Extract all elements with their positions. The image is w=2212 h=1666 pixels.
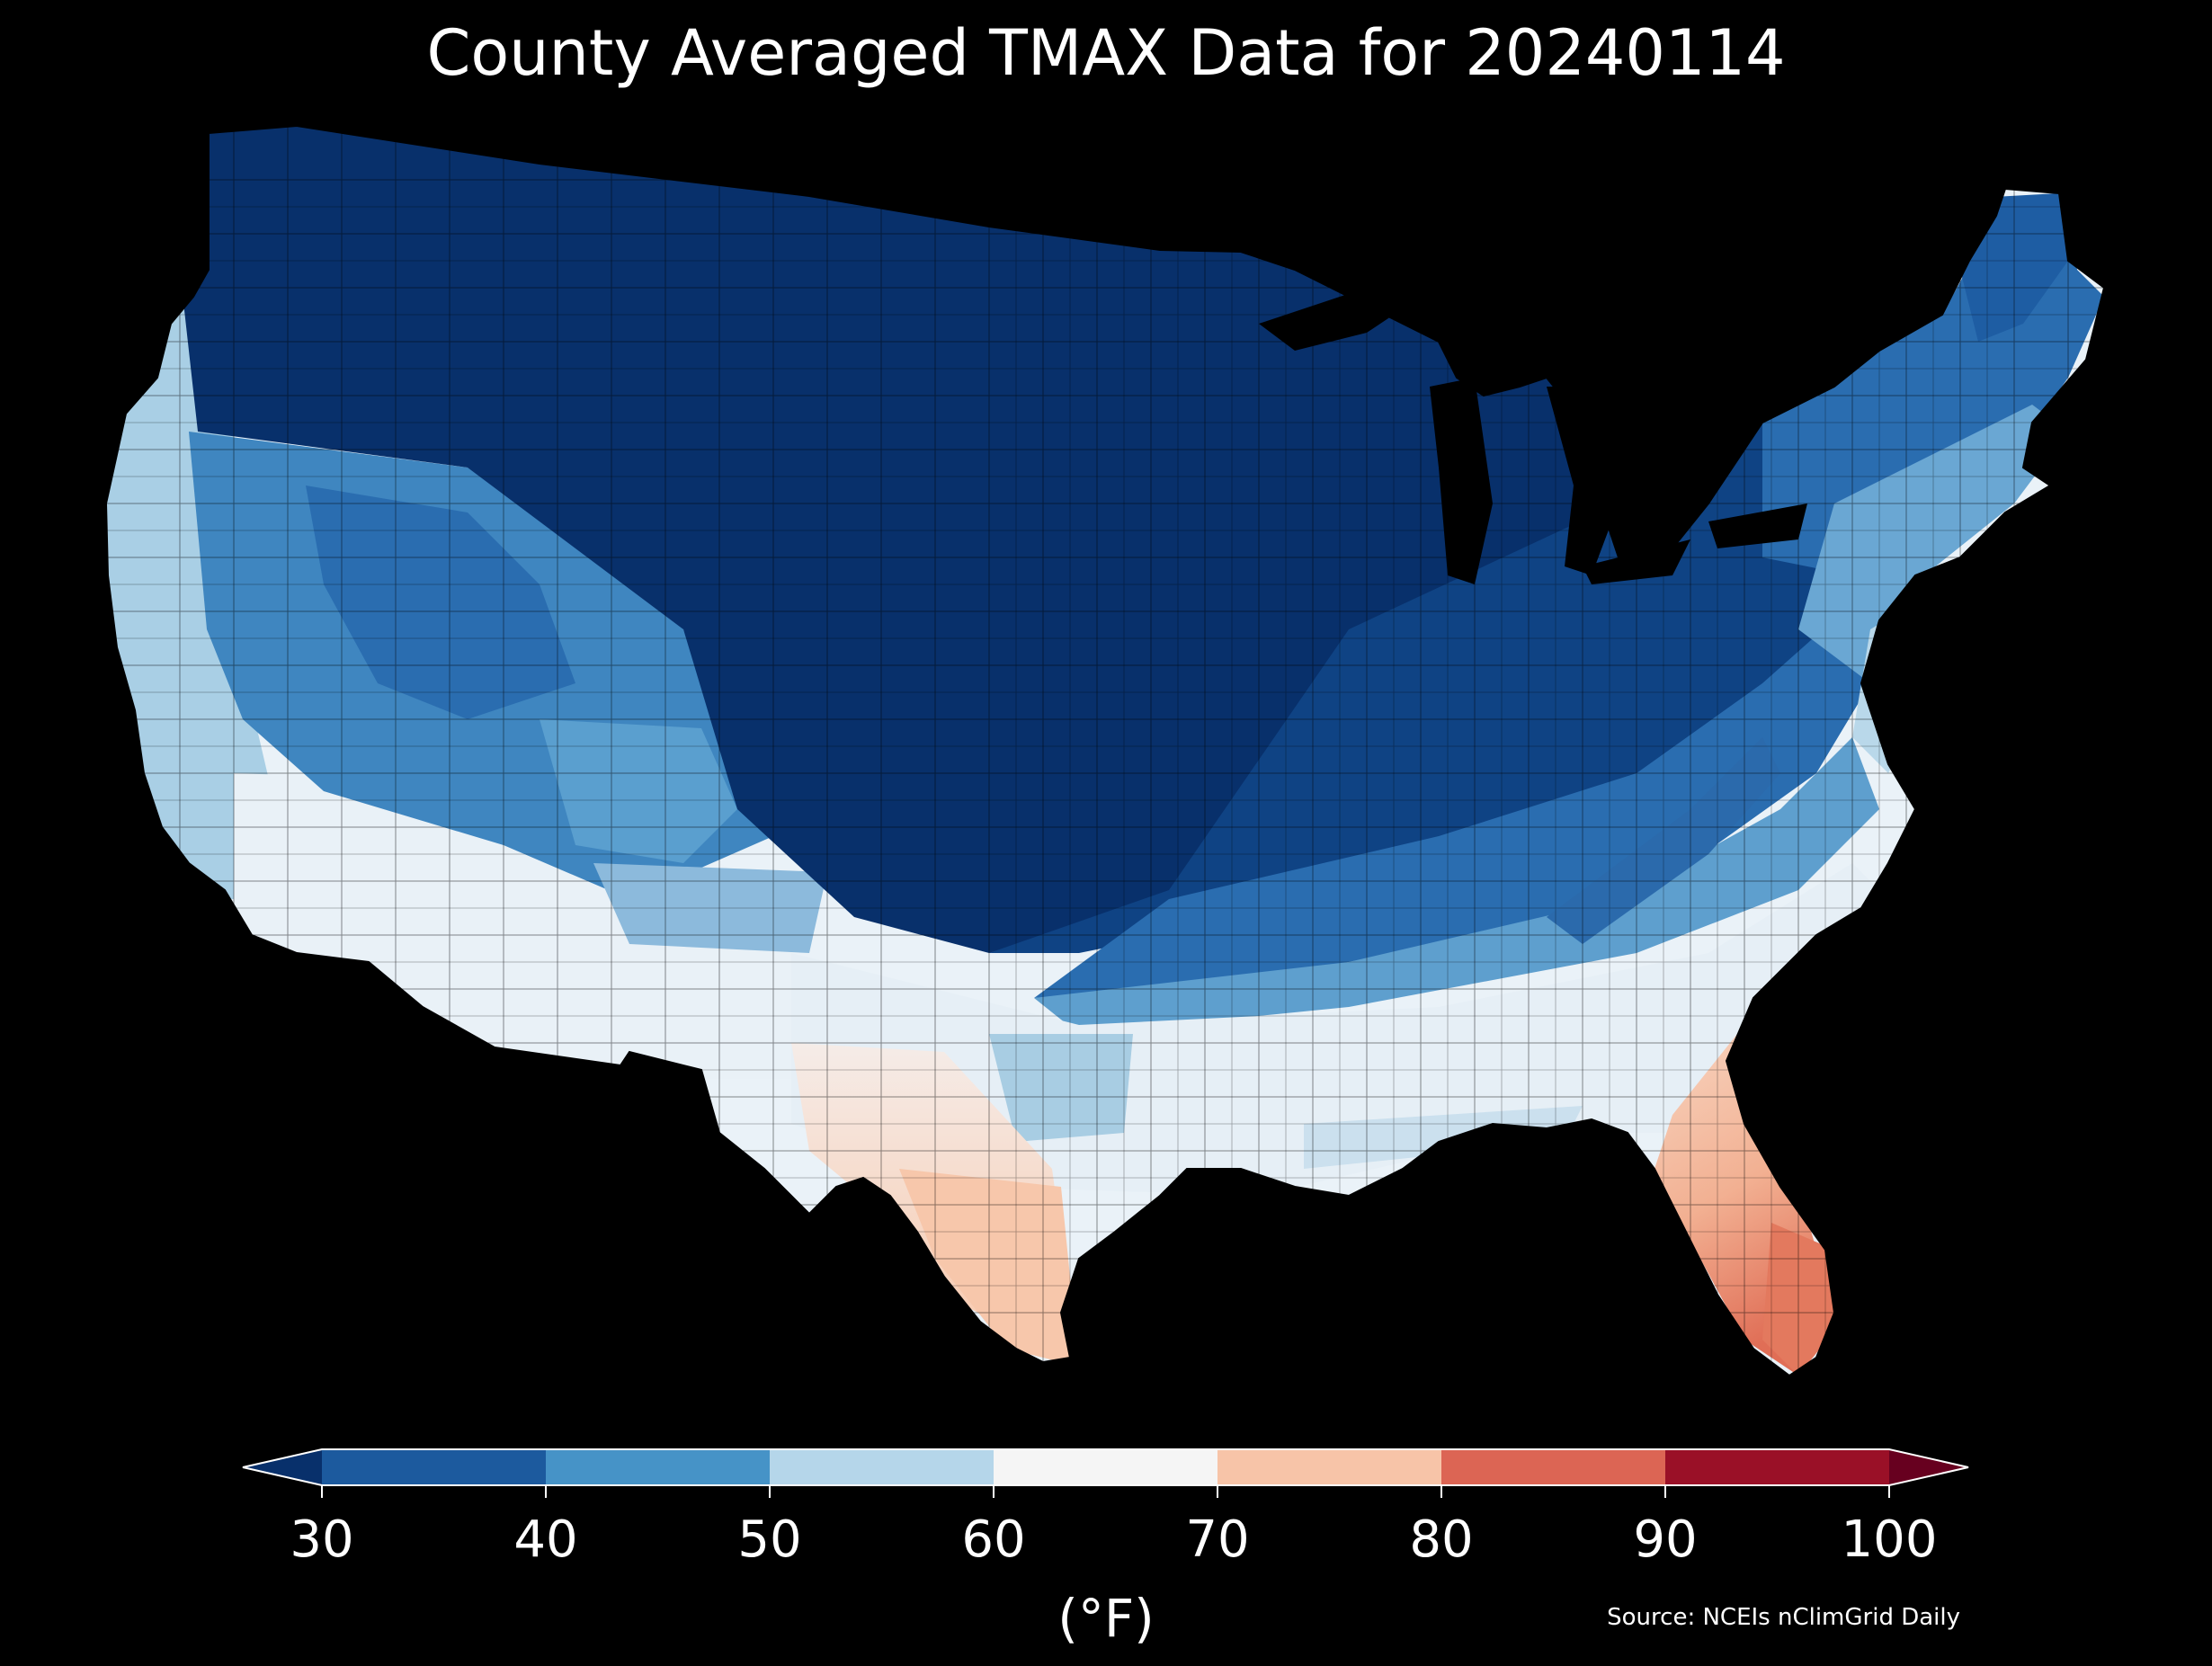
colorbar-bin-30-40 (322, 1449, 546, 1485)
colorbar-bin-70-80 (1217, 1449, 1441, 1485)
colorbar-bin-40-50 (546, 1449, 770, 1485)
colorbar-extend-high (1889, 1449, 1968, 1485)
colorbar-extend-low (243, 1449, 322, 1485)
colorbar-bin-50-60 (770, 1449, 994, 1485)
colorbar (242, 1448, 1969, 1498)
colorbar-bin-90-100 (1665, 1449, 1889, 1485)
colorbar-bin-80-90 (1441, 1449, 1665, 1485)
map-title: County Averaged TMAX Data for 20240114 (426, 16, 1786, 90)
colorbar-bin-60-70 (994, 1449, 1217, 1485)
